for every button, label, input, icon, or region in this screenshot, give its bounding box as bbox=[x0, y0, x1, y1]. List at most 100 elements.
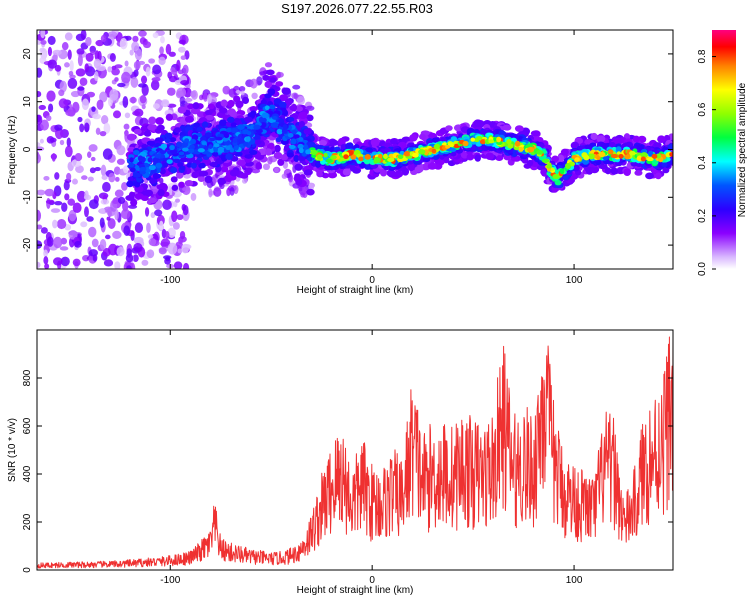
spectrogram-cell bbox=[285, 173, 291, 178]
spectrogram-cell bbox=[43, 175, 50, 181]
spectrogram-cell bbox=[113, 110, 122, 119]
spectrogram-cell bbox=[485, 152, 495, 160]
spectrogram-cell bbox=[167, 103, 177, 108]
spectrogram-cell bbox=[74, 153, 83, 162]
spectrogram-cell bbox=[116, 145, 126, 156]
spectrogram-cell bbox=[170, 149, 178, 155]
spectrogram-cell bbox=[109, 53, 116, 62]
spectrogram-cell bbox=[111, 67, 120, 76]
spectrogram-cell bbox=[77, 116, 83, 123]
spectrogram-cell bbox=[140, 75, 148, 84]
spectrogram-cell bbox=[54, 64, 62, 72]
spectrogram-cell bbox=[342, 168, 351, 176]
spectrogram-cell bbox=[119, 38, 128, 50]
spectrogram-cell bbox=[506, 139, 512, 145]
spectrogram-cell bbox=[146, 249, 155, 259]
colorbar-ticks: 0.0 0.2 0.4 0.6 0.8 bbox=[697, 49, 716, 276]
spectrogram-cell bbox=[129, 49, 134, 56]
colorbar-gradient bbox=[712, 30, 736, 269]
spectrogram-cell bbox=[171, 69, 178, 76]
chart-title: S197.2026.077.22.55.R03 bbox=[281, 1, 433, 16]
spectrogram-cell bbox=[107, 31, 118, 38]
spectrogram-cell bbox=[45, 115, 52, 122]
spectrogram-cell bbox=[399, 150, 405, 156]
spectrogram-cell bbox=[66, 172, 72, 181]
spectrogram-cell bbox=[72, 202, 82, 214]
spectrogram-cell bbox=[292, 84, 301, 90]
spectrogram-cell bbox=[132, 150, 140, 156]
spectrogram-cell bbox=[265, 148, 273, 156]
spectrogram-cell bbox=[244, 153, 253, 159]
spectrogram-cell bbox=[611, 146, 617, 152]
spectrogram-cell bbox=[246, 131, 252, 136]
spectrogram-cell bbox=[88, 199, 99, 210]
spectrogram-x-tick-label: 0 bbox=[369, 275, 375, 286]
spectrogram-cell bbox=[117, 82, 126, 88]
spectrogram-cell bbox=[109, 88, 119, 101]
spectrogram-cell bbox=[228, 88, 237, 98]
spectrogram-cell bbox=[68, 209, 77, 222]
spectrogram-cell bbox=[255, 161, 262, 170]
spectrogram-cell bbox=[281, 128, 288, 134]
spectrogram-cell bbox=[217, 146, 225, 153]
spectrogram-cell bbox=[258, 116, 264, 123]
spectrogram-cell bbox=[509, 133, 517, 139]
spectrogram-cell bbox=[310, 149, 318, 155]
spectrogram-cell bbox=[147, 197, 157, 204]
spectrogram-cell bbox=[540, 169, 548, 176]
spectrogram-cell bbox=[640, 156, 646, 162]
spectrogram-cell bbox=[130, 198, 138, 207]
spectrogram-cell bbox=[148, 238, 157, 246]
snr-x-tick-label: -100 bbox=[160, 575, 180, 586]
spectrogram-cell bbox=[225, 153, 233, 161]
spectrogram-cell bbox=[143, 130, 152, 137]
spectrogram-cell bbox=[107, 243, 118, 256]
spectrogram-cell bbox=[85, 36, 92, 47]
spectrogram-cell bbox=[266, 143, 275, 150]
spectrogram-cell bbox=[154, 209, 163, 217]
spectrogram-cell bbox=[343, 154, 349, 160]
spectrogram-cell bbox=[44, 188, 55, 197]
spectrogram-cell bbox=[101, 175, 108, 181]
spectrogram-cell bbox=[249, 78, 258, 89]
spectrogram-cell bbox=[141, 259, 149, 266]
spectrogram-cell bbox=[179, 165, 186, 171]
spectrogram-cell bbox=[160, 238, 171, 249]
spectrogram-x-axis-title: Height of straight line (km) bbox=[297, 285, 414, 296]
spectrogram-cell bbox=[151, 77, 161, 82]
spectrogram-cell bbox=[251, 92, 258, 100]
spectrogram-cell bbox=[76, 190, 87, 203]
spectrogram-cell bbox=[116, 246, 125, 257]
spectrogram-cell bbox=[47, 35, 56, 45]
spectrogram-cell bbox=[316, 154, 323, 160]
spectrogram-cell bbox=[120, 208, 131, 220]
spectrogram-cell bbox=[264, 62, 273, 68]
spectrogram-cell bbox=[147, 157, 153, 163]
spectrogram-cell bbox=[289, 105, 298, 111]
spectrogram-cell bbox=[197, 174, 206, 183]
spectrogram-cell bbox=[262, 163, 271, 171]
spectrogram-cell bbox=[249, 149, 258, 156]
spectrogram-cell bbox=[479, 139, 487, 145]
spectrogram-cell bbox=[155, 162, 163, 169]
spectrogram-cell bbox=[172, 222, 180, 230]
spectrogram-cell bbox=[84, 206, 89, 218]
spectrogram-cell bbox=[244, 116, 253, 123]
spectrogram-cell bbox=[562, 174, 569, 181]
spectrogram-cell bbox=[238, 86, 246, 92]
colorbar-tick-label: 0.6 bbox=[697, 102, 708, 116]
spectrogram-cell bbox=[176, 87, 187, 98]
spectrogram-cell bbox=[81, 98, 90, 111]
spectrogram-cell bbox=[632, 135, 640, 143]
spectrogram-cell bbox=[37, 261, 41, 269]
spectrogram-cell bbox=[345, 142, 354, 149]
spectrogram-cell bbox=[239, 172, 249, 179]
spectrogram-cell bbox=[277, 158, 285, 166]
spectrogram-cell bbox=[654, 172, 662, 180]
spectrogram-cell bbox=[141, 104, 146, 110]
spectrogram-cell bbox=[201, 141, 207, 146]
spectrogram-cell bbox=[137, 155, 144, 162]
spectrogram-cell bbox=[169, 144, 175, 151]
spectrogram-cell bbox=[608, 149, 614, 155]
